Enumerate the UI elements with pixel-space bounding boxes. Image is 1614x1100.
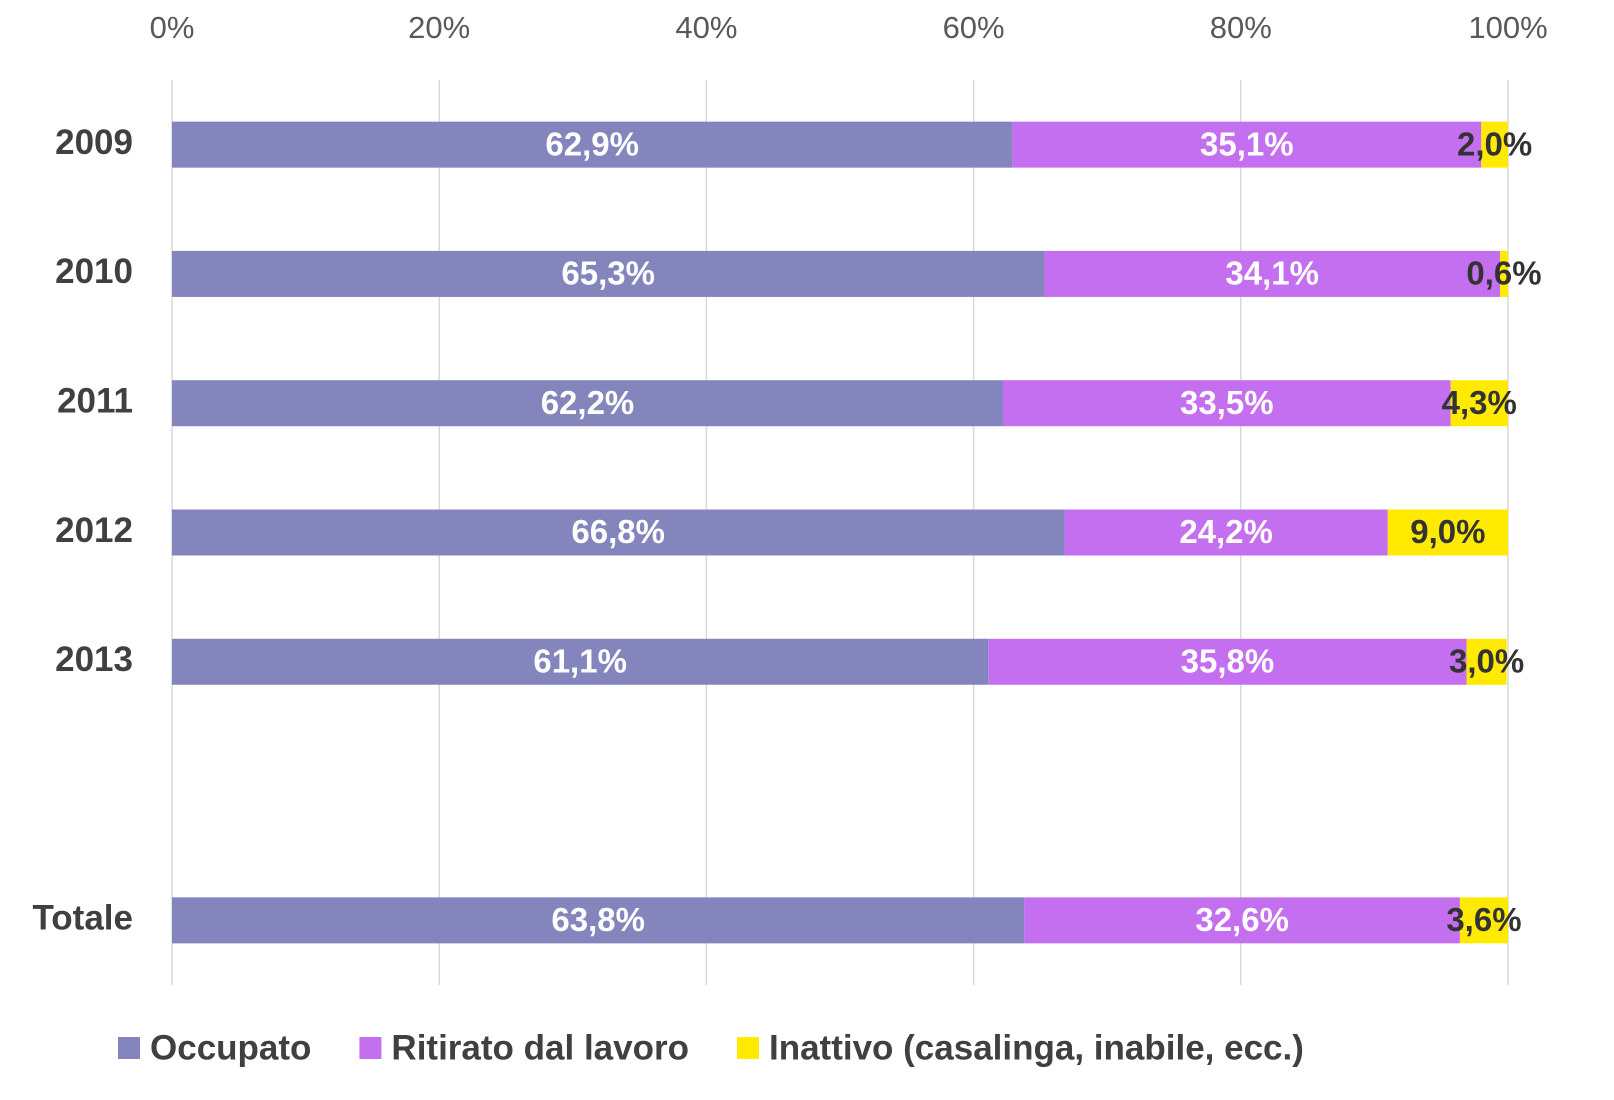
y-tick-label: Totale	[33, 899, 133, 938]
x-tick-label: 0%	[150, 10, 195, 45]
bar-segment	[172, 250, 1045, 297]
data-label: 2,0%	[1457, 125, 1532, 162]
data-label: 4,3%	[1442, 384, 1517, 421]
x-tick-label: 20%	[408, 10, 470, 45]
data-label: 35,1%	[1200, 125, 1294, 162]
data-label: 9,0%	[1410, 513, 1485, 550]
data-label: 3,0%	[1449, 643, 1524, 680]
data-label: 35,8%	[1181, 643, 1275, 680]
data-label: 63,8%	[551, 901, 645, 938]
data-label: 66,8%	[571, 513, 665, 550]
bar-segment	[1387, 509, 1508, 556]
data-label: 32,6%	[1195, 901, 1289, 938]
data-label: 33,5%	[1180, 384, 1274, 421]
data-label: 65,3%	[561, 255, 655, 292]
x-tick-label: 40%	[675, 10, 737, 45]
x-tick-label: 60%	[943, 10, 1005, 45]
bar-segment	[1481, 121, 1508, 168]
data-label: 24,2%	[1179, 513, 1273, 550]
y-tick-label: 2013	[55, 640, 133, 679]
bar-segment	[172, 509, 1065, 556]
data-label: 3,6%	[1446, 901, 1521, 938]
x-tick-label: 100%	[1468, 10, 1547, 45]
bar-segment	[172, 380, 1003, 427]
bar-segment	[988, 638, 1467, 685]
bar-segment	[1064, 509, 1388, 556]
bar-segment	[1012, 121, 1482, 168]
bar-segment	[1044, 250, 1500, 297]
legend-label: Occupato	[150, 1028, 311, 1067]
bar-segment	[172, 121, 1013, 168]
legend-label: Inattivo (casalinga, inabile, ecc.)	[769, 1028, 1304, 1067]
bar-segment	[1450, 380, 1508, 427]
y-tick-label: 2009	[55, 123, 133, 162]
bar-segment	[1499, 250, 1508, 297]
data-label: 61,1%	[533, 643, 627, 680]
x-tick-label: 80%	[1210, 10, 1272, 45]
legend-swatch	[118, 1037, 140, 1059]
data-label: 34,1%	[1225, 255, 1319, 292]
y-tick-label: 2010	[55, 252, 133, 291]
data-label: 62,2%	[541, 384, 635, 421]
legend-label: Ritirato dal lavoro	[391, 1028, 689, 1067]
bar-segment	[172, 638, 989, 685]
bar-segment	[172, 897, 1025, 944]
bar-segment	[1459, 897, 1508, 944]
legend-swatch	[736, 1037, 759, 1059]
bar-segment	[1466, 638, 1507, 685]
data-label: 0,6%	[1466, 255, 1541, 292]
bar-segment	[1002, 380, 1451, 427]
legend-swatch	[359, 1037, 382, 1059]
bar-segment	[1024, 897, 1460, 944]
y-tick-label: 2011	[57, 381, 133, 420]
data-label: 62,9%	[545, 125, 639, 162]
y-tick-label: 2012	[55, 511, 133, 550]
